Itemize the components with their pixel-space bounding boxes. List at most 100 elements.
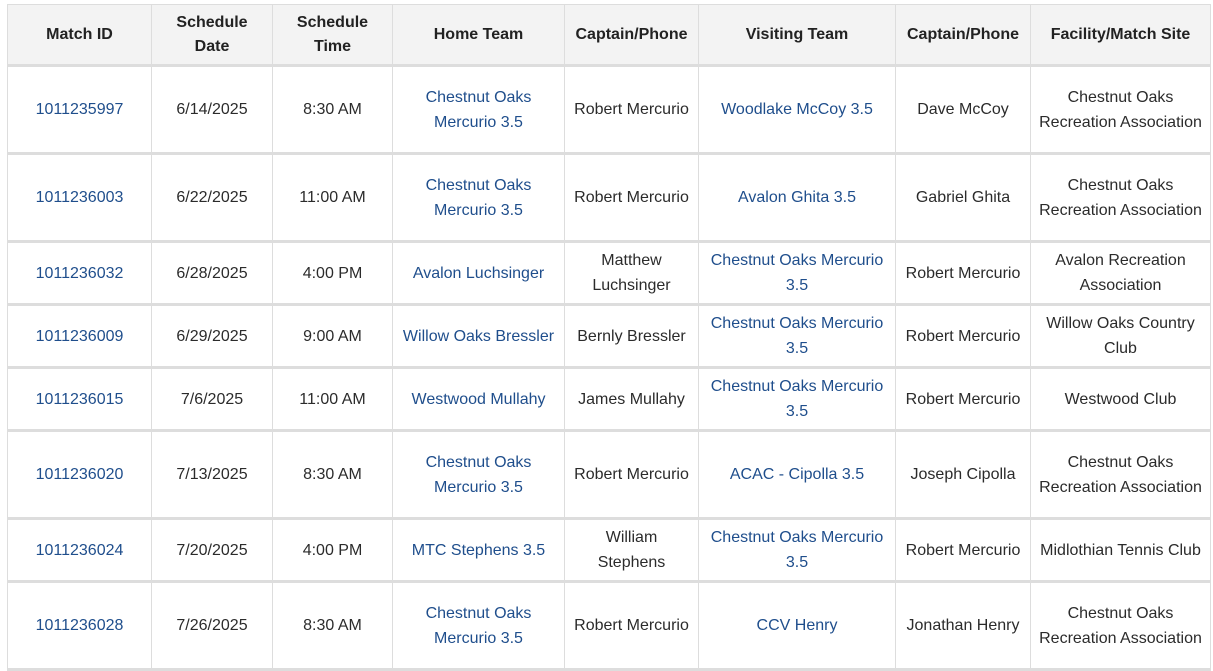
home-team-cell: Chestnut Oaks Mercurio 3.5 [392,581,565,670]
match-id-link[interactable]: 1011236028 [35,617,124,634]
table-row: 1011235997 6/14/2025 8:30 AM Chestnut Oa… [7,65,1211,154]
facility-cell: Chestnut Oaks Recreation Association [1030,65,1211,154]
facility-cell: Westwood Club [1030,367,1211,431]
match-id-cell: 1011235997 [7,65,152,154]
header-schedule-date[interactable]: Schedule Date [151,4,273,67]
visiting-team-cell: Chestnut Oaks Mercurio 3.5 [698,241,896,305]
home-team-link[interactable]: Chestnut Oaks Mercurio 3.5 [425,453,532,496]
home-captain-cell: Robert Mercurio [564,430,699,519]
home-team-cell: Willow Oaks Bressler [392,304,565,368]
schedule-time-cell: 8:30 AM [272,65,393,154]
visiting-team-link[interactable]: CCV Henry [756,617,838,634]
home-team-link[interactable]: Avalon Luchsinger [412,264,545,282]
schedule-date-cell: 7/26/2025 [151,581,273,670]
visiting-team-link[interactable]: Chestnut Oaks Mercurio 3.5 [710,529,884,571]
visiting-team-cell: Chestnut Oaks Mercurio 3.5 [698,518,896,582]
schedule-date-cell: 6/29/2025 [151,304,273,368]
match-id-link[interactable]: 1011236032 [35,264,124,282]
match-id-link[interactable]: 1011236024 [35,541,124,559]
home-team-cell: Chestnut Oaks Mercurio 3.5 [392,430,565,519]
facility-cell: Avalon Recreation Association [1030,241,1211,305]
visiting-team-link[interactable]: Chestnut Oaks Mercurio 3.5 [710,315,884,357]
home-team-link[interactable]: Chestnut Oaks Mercurio 3.5 [425,88,532,131]
home-team-link[interactable]: Willow Oaks Bressler [402,327,555,345]
match-id-link[interactable]: 1011236003 [35,189,124,206]
visiting-team-link[interactable]: ACAC - Cipolla 3.5 [729,466,865,483]
schedule-date-cell: 6/28/2025 [151,241,273,305]
visiting-captain-cell: Dave McCoy [895,65,1031,154]
match-id-link[interactable]: 1011235997 [35,101,124,118]
schedule-date-cell: 7/20/2025 [151,518,273,582]
visiting-team-cell: Chestnut Oaks Mercurio 3.5 [698,367,896,431]
schedule-time-cell: 9:00 AM [272,304,393,368]
schedule-table-container: Match ID Schedule Date Schedule Time Hom… [7,4,1211,671]
home-team-link[interactable]: MTC Stephens 3.5 [411,541,546,559]
schedule-time-cell: 11:00 AM [272,153,393,242]
home-team-link[interactable]: Westwood Mullahy [411,390,546,408]
visiting-captain-cell: Joseph Cipolla [895,430,1031,519]
table-row: 1011236009 6/29/2025 9:00 AM Willow Oaks… [7,304,1211,368]
header-home-captain[interactable]: Captain/Phone [564,4,699,67]
visiting-team-link[interactable]: Avalon Ghita 3.5 [737,189,856,206]
schedule-date-cell: 7/6/2025 [151,367,273,431]
header-home-team[interactable]: Home Team [392,4,565,67]
home-captain-cell: Robert Mercurio [564,581,699,670]
table-row: 1011236024 7/20/2025 4:00 PM MTC Stephen… [7,518,1211,582]
match-schedule-table: Match ID Schedule Date Schedule Time Hom… [7,4,1211,671]
home-captain-cell: Bernly Bressler [564,304,699,368]
match-id-cell: 1011236015 [7,367,152,431]
visiting-team-link[interactable]: Woodlake McCoy 3.5 [721,101,873,118]
home-team-cell: Chestnut Oaks Mercurio 3.5 [392,65,565,154]
facility-cell: Chestnut Oaks Recreation Association [1030,581,1211,670]
home-team-cell: Westwood Mullahy [392,367,565,431]
table-row: 1011236028 7/26/2025 8:30 AM Chestnut Oa… [7,581,1211,670]
visiting-team-link[interactable]: Chestnut Oaks Mercurio 3.5 [710,378,884,420]
facility-cell: Chestnut Oaks Recreation Association [1030,430,1211,519]
visiting-captain-cell: Robert Mercurio [895,304,1031,368]
visiting-captain-cell: Robert Mercurio [895,518,1031,582]
home-team-cell: Chestnut Oaks Mercurio 3.5 [392,153,565,242]
visiting-captain-cell: Robert Mercurio [895,367,1031,431]
facility-cell: Midlothian Tennis Club [1030,518,1211,582]
header-schedule-time[interactable]: Schedule Time [272,4,393,67]
match-id-cell: 1011236024 [7,518,152,582]
header-visiting-captain[interactable]: Captain/Phone [895,4,1031,67]
visiting-team-cell: ACAC - Cipolla 3.5 [698,430,896,519]
visiting-captain-cell: Gabriel Ghita [895,153,1031,242]
match-id-cell: 1011236003 [7,153,152,242]
schedule-time-cell: 4:00 PM [272,518,393,582]
home-captain-cell: Matthew Luchsinger [564,241,699,305]
match-id-link[interactable]: 1011236009 [35,327,124,345]
home-captain-cell: James Mullahy [564,367,699,431]
schedule-date-cell: 7/13/2025 [151,430,273,519]
home-captain-cell: Robert Mercurio [564,153,699,242]
match-id-link[interactable]: 1011236020 [35,466,124,483]
match-id-cell: 1011236028 [7,581,152,670]
home-team-link[interactable]: Chestnut Oaks Mercurio 3.5 [425,604,532,647]
schedule-date-cell: 6/14/2025 [151,65,273,154]
match-id-cell: 1011236032 [7,241,152,305]
visiting-team-cell: Chestnut Oaks Mercurio 3.5 [698,304,896,368]
header-facility[interactable]: Facility/Match Site [1030,4,1211,67]
visiting-team-link[interactable]: Chestnut Oaks Mercurio 3.5 [710,252,884,294]
schedule-time-cell: 4:00 PM [272,241,393,305]
facility-cell: Willow Oaks Country Club [1030,304,1211,368]
table-row: 1011236020 7/13/2025 8:30 AM Chestnut Oa… [7,430,1211,519]
header-visiting-team[interactable]: Visiting Team [698,4,896,67]
home-captain-cell: William Stephens [564,518,699,582]
header-match-id[interactable]: Match ID [7,4,152,67]
schedule-date-cell: 6/22/2025 [151,153,273,242]
home-captain-cell: Robert Mercurio [564,65,699,154]
table-row: 1011236015 7/6/2025 11:00 AM Westwood Mu… [7,367,1211,431]
match-id-cell: 1011236020 [7,430,152,519]
home-team-link[interactable]: Chestnut Oaks Mercurio 3.5 [425,176,532,219]
visiting-team-cell: CCV Henry [698,581,896,670]
visiting-captain-cell: Robert Mercurio [895,241,1031,305]
visiting-captain-cell: Jonathan Henry [895,581,1031,670]
table-header-row: Match ID Schedule Date Schedule Time Hom… [7,4,1211,67]
schedule-time-cell: 8:30 AM [272,430,393,519]
visiting-team-cell: Avalon Ghita 3.5 [698,153,896,242]
match-id-link[interactable]: 1011236015 [35,390,124,408]
home-team-cell: Avalon Luchsinger [392,241,565,305]
table-row: 1011236003 6/22/2025 11:00 AM Chestnut O… [7,153,1211,242]
